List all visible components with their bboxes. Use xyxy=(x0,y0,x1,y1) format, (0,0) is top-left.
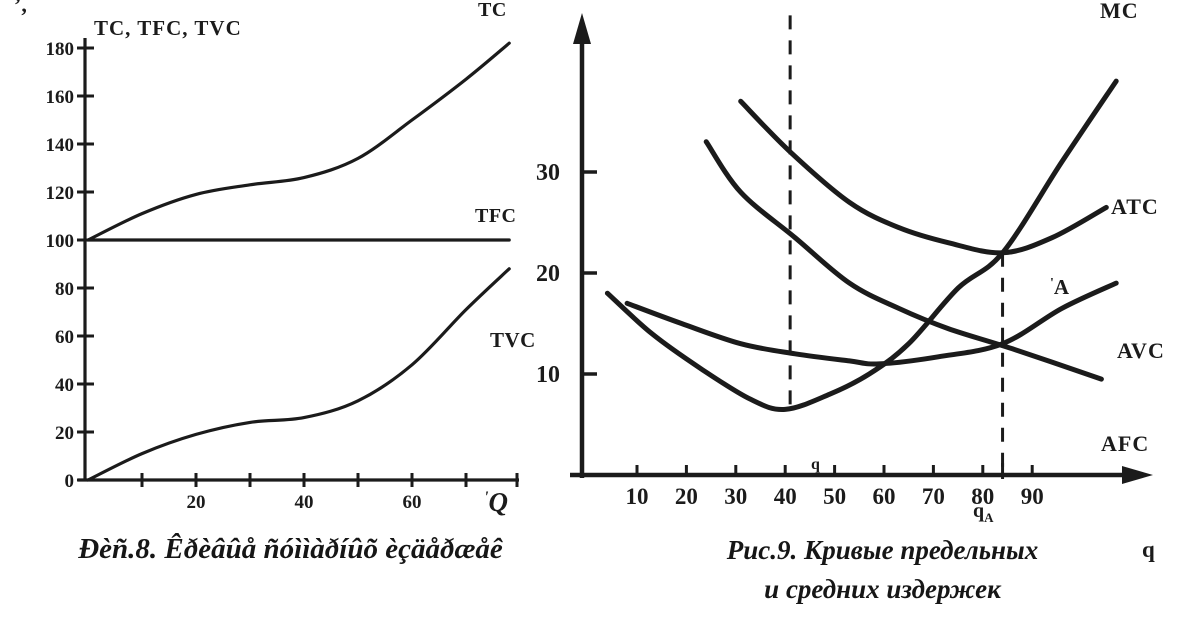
left-y-tick-label: 60 xyxy=(55,327,74,348)
atc-curve xyxy=(738,98,1109,256)
point-a-label: 'A xyxy=(1050,277,1069,298)
left-x-tick-label: 20 xyxy=(187,492,206,513)
tvc-curve xyxy=(86,267,511,482)
right-x-tick-label: 30 xyxy=(724,484,747,509)
afc-curve xyxy=(703,139,1104,382)
left-x-tick-label: 40 xyxy=(295,492,314,513)
left-y-tick-label: 80 xyxy=(55,279,74,300)
right-chart-x-axis-label: q xyxy=(1142,537,1155,562)
left-y-tick-label: 100 xyxy=(46,231,75,252)
small-q-mark: q xyxy=(811,456,820,473)
tfc-curve-label: TFC xyxy=(475,205,517,227)
left-y-tick-label: 0 xyxy=(65,471,75,492)
left-y-tick-label: 180 xyxy=(46,39,75,60)
right-x-tick-label: 40 xyxy=(774,484,797,509)
right-y-tick-label: 20 xyxy=(536,261,560,287)
left-y-tick-label: 160 xyxy=(46,87,75,108)
left-y-tick-label: 40 xyxy=(55,375,74,396)
left-y-tick-label: 20 xyxy=(55,423,74,444)
right-x-tick-label: 50 xyxy=(823,484,846,509)
scan-artifact-marks: ’, xyxy=(14,0,27,17)
right-x-tick-label: 10 xyxy=(626,484,649,509)
tc-curve xyxy=(86,41,511,242)
figure-9-caption-line2: и средних издержек xyxy=(764,574,1001,604)
right-x-axis-arrow xyxy=(1122,466,1153,484)
left-y-tick-label: 120 xyxy=(46,183,75,204)
right-y-tick-label: 10 xyxy=(536,362,560,388)
avc-curve-label: AVC xyxy=(1117,338,1165,363)
right-x-tick-label: 90 xyxy=(1021,484,1044,509)
mc-curve xyxy=(604,78,1119,413)
right-y-tick-label: 30 xyxy=(536,160,560,186)
point-a-artifact: ' xyxy=(1050,276,1054,291)
left-chart-x-axis-label: 'Q xyxy=(484,489,508,516)
avc-curve xyxy=(624,280,1119,367)
point-a-text: A xyxy=(1053,275,1070,299)
left-y-tick-label: 140 xyxy=(46,135,75,156)
qa-sub: A xyxy=(984,510,994,525)
right-x-tick-label: 70 xyxy=(922,484,945,509)
left-chart-y-axis-title: TC, TFC, TVC xyxy=(94,16,242,40)
atc-curve-label: ATC xyxy=(1111,194,1159,219)
tc-curve-label: TC xyxy=(478,0,507,21)
right-x-tick-label: 20 xyxy=(675,484,698,509)
q-label-artifact: ' xyxy=(484,489,489,506)
tvc-curve-label: TVC xyxy=(490,328,536,352)
figure-9-caption-line1: Рис.9. Кривые предельных xyxy=(726,535,1039,565)
left-x-tick-label: 60 xyxy=(403,492,422,513)
qa-tick-label: qA xyxy=(973,501,994,524)
figure-8-caption: Ðèñ.8. Êðèâûå ñóììàðíûõ èçäåðæåê xyxy=(78,533,503,565)
right-x-tick-label: 80 xyxy=(971,484,994,509)
qa-base: q xyxy=(973,500,985,522)
afc-curve-label: AFC xyxy=(1101,431,1150,456)
right-x-tick-label: 60 xyxy=(873,484,896,509)
mc-curve-label: MC xyxy=(1100,0,1139,23)
right-y-axis-arrow xyxy=(573,13,591,44)
q-label-text: Q xyxy=(488,487,508,517)
